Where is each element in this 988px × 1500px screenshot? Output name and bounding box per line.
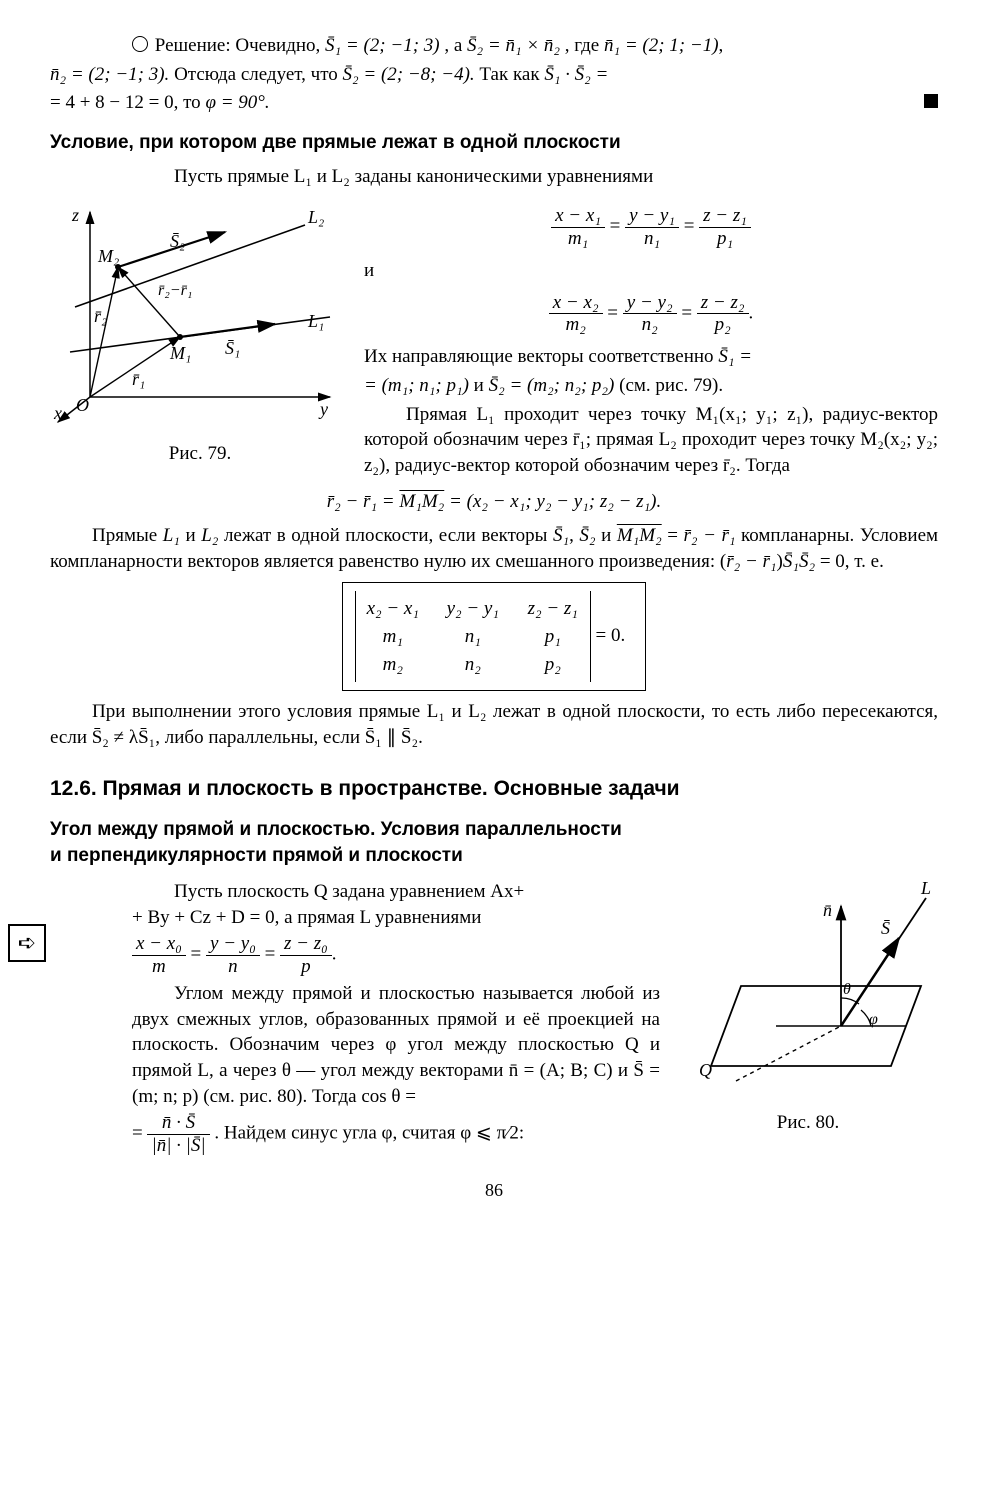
conclusion-para: При выполнении этого условия прямые L₁ и… — [50, 699, 938, 750]
coplan-para: Прямые L₁ и L₂ лежат в одной плоскости, … — [50, 523, 938, 574]
text: S̄₁ = (2; −1; 3) — [325, 35, 440, 56]
fig79-row: z y x O L₂ L₁ M₂ M₁ r̄₁ r̄₂ r̄₂−r̄₁ S̄₁ — [50, 197, 938, 481]
fig79-text: x − x₁m₁ = y − y₁n₁ = z − z₁p₁ и x − x₂m… — [364, 197, 938, 481]
text: S̄₂ = n̄₁ × n̄₂ — [467, 35, 560, 56]
q-label: Q — [699, 1060, 712, 1080]
theta-label: θ — [843, 981, 851, 998]
text: = 4 + 8 − 12 = 0, — [50, 92, 183, 113]
dir-text: Их направляющие векторы соответственно S… — [364, 344, 938, 370]
text: φ = 90°. — [205, 92, 269, 113]
solution-para-2: n̄₂ = (2; −1; 3). Отсюда следует, что S̄… — [50, 62, 938, 88]
plane-intro: Пусть плоскость Q задана уравнением Ax+ … — [50, 879, 660, 930]
cos-line: = n̄ · S̄|n̄| · |S̄| . Найдем синус угла… — [50, 1112, 660, 1157]
m1-label: M₁ — [169, 343, 191, 363]
fig80-block: Q L n̄ S̄ θ φ Рис. 80. — [678, 876, 938, 1160]
axis-z: z — [71, 205, 79, 225]
bullet-icon — [132, 36, 148, 52]
text: Отсюда следует, что — [174, 64, 342, 85]
fig80-caption: Рис. 80. — [678, 1110, 938, 1136]
axis-x: x — [53, 403, 62, 423]
origin-label: O — [76, 395, 89, 415]
margin-icon: ➪ — [8, 924, 46, 962]
text: Так как — [479, 64, 544, 85]
l1-label: L₁ — [307, 311, 324, 331]
text: n̄₂ = (2; −1; 3). — [50, 64, 169, 85]
eq1: x − x₁m₁ = y − y₁n₁ = z − z₁p₁ — [364, 205, 938, 250]
m2-label: M₂ — [97, 246, 119, 266]
fig80-row: ➪ Пусть плоскость Q задана уравнением Ax… — [50, 876, 938, 1160]
section-heading: 12.6. Прямая и плоскость в пространстве.… — [50, 775, 938, 803]
phi-label: φ — [869, 1011, 878, 1028]
angle-text: Углом между прямой и плоскостью называет… — [50, 981, 660, 1109]
subheading-condition: Условие, при котором две прямые лежат в … — [50, 130, 938, 156]
text: то — [183, 92, 205, 113]
r2r1-eq: r̄₂ − r̄₁ = M₁M₂ = (x₂ − x₁; y₂ − y₁; z₂… — [50, 489, 938, 515]
l2-label: L₂ — [307, 207, 324, 227]
s2-label: S̄₂ — [170, 231, 185, 251]
qed-icon — [924, 94, 938, 108]
l-label: L — [920, 878, 931, 898]
n-label: n̄ — [823, 900, 832, 920]
solution-para: Решение: Очевидно, S̄₁ = (2; −1; 3) , а … — [50, 33, 938, 59]
canon-intro: Пусть прямые L₁ и L₂ заданы каноническим… — [50, 164, 938, 190]
dir-text-2: = (m₁; n₁; p₁) и S̄₂ = (m₂; n₂; p₂) (см.… — [364, 373, 938, 399]
fig80-svg: Q L n̄ S̄ θ φ — [681, 876, 936, 1096]
r2-label: r̄₂ — [94, 306, 107, 326]
text: S̄₂ = (2; −8; −4). — [343, 64, 475, 85]
s1-label: S̄₁ — [225, 338, 240, 358]
axis-y: y — [318, 399, 328, 419]
solution-para-3: = 4 + 8 − 12 = 0, то φ = 90°. — [50, 90, 938, 116]
text: S̄₁ · S̄₂ = — [544, 64, 608, 85]
text: n̄₁ = (2; 1; −1) — [604, 35, 719, 56]
eq2: x − x₂m₂ = y − y₂n₂ = z − z₂p₂. — [364, 292, 938, 337]
eq-zero: = 0. — [596, 625, 626, 646]
and-label: и — [364, 258, 938, 284]
text: Решение: Очевидно, — [155, 35, 325, 56]
text: , а — [444, 35, 467, 56]
text: , где — [565, 35, 604, 56]
rd-label: r̄₂−r̄₁ — [158, 282, 192, 299]
r1-label: r̄₁ — [132, 369, 145, 389]
determinant-box: x₂ − x₁y₂ − y₁z₂ − z₁ m₁n₁p₁ m₂n₂p₂ = 0. — [50, 582, 938, 691]
fig79-block: z y x O L₂ L₁ M₂ M₁ r̄₁ r̄₂ r̄₂−r̄₁ S̄₁ — [50, 197, 350, 481]
m1-intro: Прямая L₁ проходит через точку M₁(x₁; y₁… — [364, 402, 938, 479]
page-number: 86 — [50, 1178, 938, 1202]
s-label: S̄ — [881, 918, 890, 938]
subheading-angle: Угол между прямой и плоскостью. Условия … — [50, 817, 938, 868]
fig80-text: Пусть плоскость Q задана уравнением Ax+ … — [50, 876, 660, 1160]
eq3: x − x₀m = y − y₀n = z − z₀p. — [50, 933, 660, 978]
fig79-caption: Рис. 79. — [50, 441, 350, 467]
fig79-svg: z y x O L₂ L₁ M₂ M₁ r̄₁ r̄₂ r̄₂−r̄₁ S̄₁ — [50, 197, 350, 427]
